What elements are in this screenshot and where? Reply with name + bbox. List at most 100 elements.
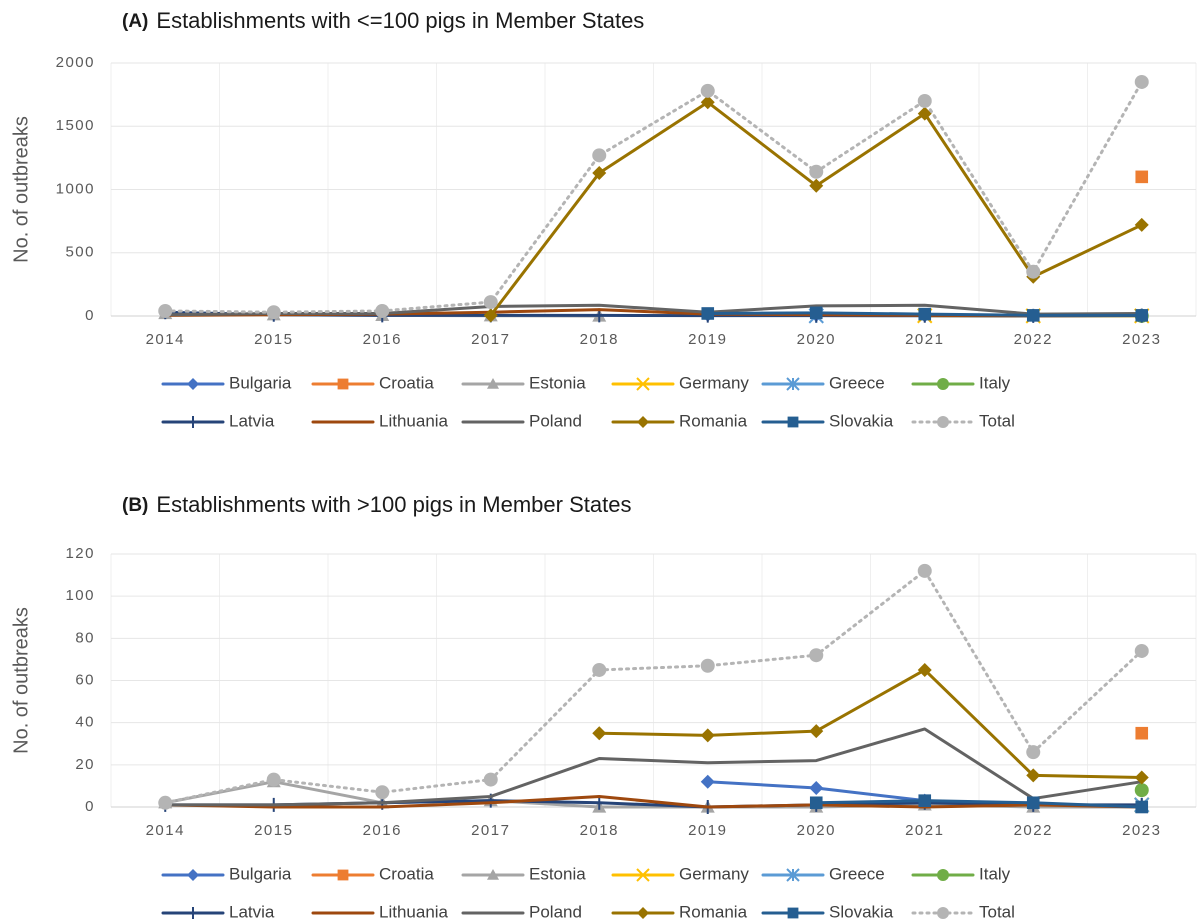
title-text: Establishments with <=100 pigs in Member… [156,8,644,33]
marker [1134,643,1149,658]
marker [187,378,199,390]
x-tick-label: 2018 [580,822,619,839]
y-tick-label: 100 [65,587,95,604]
title-text: Establishments with >100 pigs in Member … [156,492,631,517]
marker [636,868,650,882]
legend-label: Greece [829,373,885,392]
legend-label: Bulgaria [229,373,292,392]
x-tick-label: 2015 [254,822,293,839]
marker [487,378,499,389]
marker [787,416,799,428]
marker [637,416,649,428]
marker [918,794,932,807]
marker [158,303,173,318]
chart: (B) Establishments with >100 pigs in Memb… [10,492,1197,921]
x-tick-label: 2016 [363,822,402,839]
marker [592,726,607,741]
x-tick-label: 2023 [1122,331,1161,348]
x-tick-label: 2022 [1014,331,1053,348]
series-line [163,569,1144,805]
marker [1134,217,1149,232]
marker [809,178,824,193]
y-tick-label: 80 [75,629,95,646]
legend-label: Italy [979,373,1011,392]
marker [592,166,607,181]
x-tick-label: 2021 [905,822,944,839]
marker [918,307,932,321]
x-tick-label: 2020 [797,822,836,839]
marker [266,305,281,320]
legend-label: Slovakia [829,411,894,430]
x-tick-label: 2017 [471,822,510,839]
marker [483,295,498,310]
legend-label: Slovakia [829,902,894,921]
marker [700,774,715,789]
x-tick-label: 2014 [146,822,185,839]
x-tick-label: 2019 [688,331,727,348]
marker [1026,264,1041,279]
y-axis-label: No. of outbreaks [10,607,32,754]
series-line [165,303,1142,317]
y-tick-label: 2000 [56,54,95,71]
marker [809,796,823,810]
y-tick-label: 1000 [56,180,95,197]
marker [1135,309,1149,322]
marker [337,869,349,881]
y-tick-label: 0 [85,798,95,815]
marker [636,377,650,391]
panel-label: (B) [122,495,148,516]
x-tick-label: 2015 [254,331,293,348]
panel-label: (A) [122,11,148,32]
marker [786,868,800,882]
legend-label: Bulgaria [229,864,292,883]
marker [809,781,824,796]
marker [637,907,649,919]
marker [937,907,949,919]
marker [487,869,499,880]
marker [158,795,173,810]
y-tick-label: 120 [65,545,95,562]
marker [937,869,949,881]
series-line [489,100,1143,317]
marker [266,772,281,787]
marker [1026,309,1040,322]
marker [1135,170,1149,184]
series-line [165,727,1142,807]
marker [917,93,932,108]
legend-label: Total [979,902,1015,921]
y-tick-label: 500 [65,244,95,261]
series-line [599,668,1142,779]
legend-label: Germany [679,373,749,392]
marker [1026,796,1040,810]
x-tick-label: 2022 [1014,822,1053,839]
marker [1135,800,1149,814]
series-line [163,80,1144,314]
marker [1134,783,1149,798]
marker [809,164,824,179]
chart-title: (B) Establishments with >100 pigs in Memb… [122,492,631,517]
marker [1134,74,1149,89]
legend-label: Lithuania [379,411,449,430]
marker [937,378,949,390]
marker [809,724,824,739]
marker [700,728,715,743]
legend-label: Croatia [379,864,434,883]
legend-label: Poland [529,902,582,921]
marker [917,662,932,677]
legend-label: Latvia [229,902,275,921]
chart-title: (A) Establishments with <=100 pigs in Mem… [122,8,644,33]
y-tick-label: 1500 [56,117,95,134]
marker [787,907,799,919]
legend-label: Romania [679,411,748,430]
legend-label: Italy [979,864,1011,883]
x-tick-label: 2018 [580,331,619,348]
marker [1134,770,1149,785]
marker [917,563,932,578]
y-tick-label: 40 [75,714,95,731]
series-line [165,794,1142,809]
series-line [816,799,1142,809]
marker [1026,745,1041,760]
legend-label: Greece [829,864,885,883]
legend-label: Romania [679,902,748,921]
